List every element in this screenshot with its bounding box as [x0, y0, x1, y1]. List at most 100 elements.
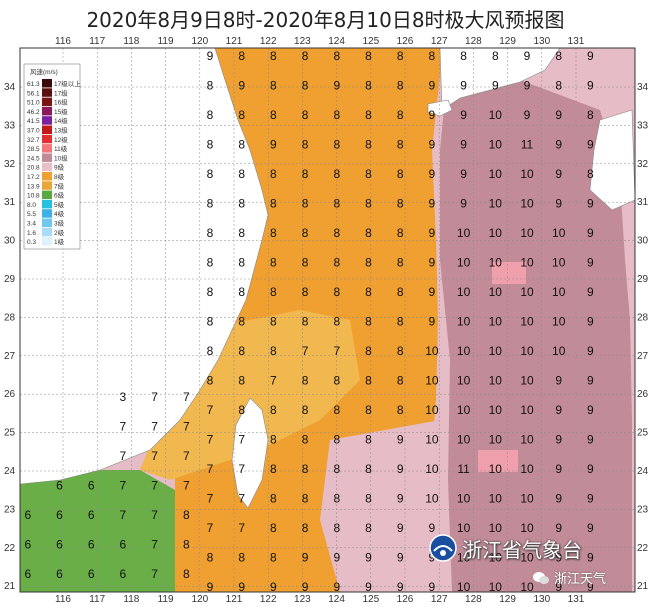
- wind-value: 8: [302, 108, 309, 122]
- brand-name: 浙江省气象台: [462, 537, 582, 562]
- wind-zone-7: [140, 310, 360, 480]
- wind-value: 10: [457, 256, 471, 270]
- latitude-tick-left: 31: [4, 197, 16, 208]
- wind-value: 8: [333, 138, 340, 152]
- wind-value: 6: [56, 479, 63, 493]
- wind-value: 3: [120, 390, 127, 404]
- wind-value: 9: [429, 256, 436, 270]
- wind-value: 8: [365, 49, 372, 63]
- legend-swatch: [42, 199, 52, 209]
- wind-value: 7: [120, 479, 127, 493]
- wind-value: 6: [24, 508, 31, 522]
- legend-swatch: [42, 106, 52, 116]
- legend-level: 1级: [54, 237, 65, 246]
- longitude-tick-top: 117: [89, 36, 105, 47]
- wind-value: 8: [397, 285, 404, 299]
- wind-value: 9: [587, 462, 594, 476]
- legend-swatch: [42, 134, 52, 144]
- wind-value: 11: [521, 138, 534, 152]
- wind-value: 10: [489, 226, 503, 240]
- wind-value: 6: [120, 538, 127, 552]
- longitude-tick-bottom: 129: [499, 594, 516, 605]
- longitude-tick-bottom: 127: [431, 594, 448, 605]
- wind-value: 9: [270, 580, 277, 594]
- legend-value: 51.0: [27, 100, 40, 107]
- legend-title: 风速(m/s): [30, 68, 58, 76]
- wind-value: 8: [302, 285, 309, 299]
- wind-value: 7: [183, 479, 190, 493]
- latitude-ticks: 34 34 33 33 32 32 31 31 30 30 29 29 28 28 27 27 26 26 25 25…: [4, 82, 649, 592]
- wind-value: 10: [457, 226, 471, 240]
- legend-level: 13级: [54, 126, 68, 135]
- wind-value: 6: [56, 508, 63, 522]
- wind-value: 8: [397, 197, 404, 211]
- wind-value: 8: [333, 167, 340, 181]
- wind-value: 8: [238, 374, 245, 388]
- wind-value: 7: [302, 344, 309, 358]
- longitude-tick-bottom: 120: [191, 594, 208, 605]
- longitude-tick-bottom: 128: [465, 594, 482, 605]
- wind-value: 8: [183, 508, 190, 522]
- longitude-tick-bottom: 125: [362, 594, 379, 605]
- legend-level: 10级: [54, 153, 68, 162]
- wind-value: 9: [555, 462, 562, 476]
- longitude-tick-top: 128: [465, 36, 482, 47]
- wind-value: 10: [520, 521, 534, 535]
- wind-value: 8: [365, 197, 372, 211]
- wind-value: 9: [238, 580, 245, 594]
- wind-value: 8: [238, 315, 245, 329]
- wind-value: 10: [425, 462, 439, 476]
- latitude-tick-right: 30: [637, 236, 649, 247]
- wind-value: 8: [270, 551, 277, 565]
- latitude-tick-right: 24: [637, 466, 649, 477]
- latitude-tick-left: 27: [4, 351, 16, 362]
- wind-value: 6: [120, 567, 127, 581]
- wind-value: 10: [457, 551, 471, 565]
- wind-value: 8: [302, 462, 309, 476]
- latitude-tick-left: 24: [4, 466, 16, 477]
- legend-level: 3级: [54, 219, 65, 228]
- wind-value: 10: [520, 433, 534, 447]
- wind-value: 9: [587, 315, 594, 329]
- wind-value: 8: [365, 403, 372, 417]
- longitude-ticks: 1161161171171181181191191201201211211221…: [55, 36, 585, 605]
- wind-value: 10: [489, 403, 503, 417]
- wind-value: 10: [489, 462, 503, 476]
- longitude-tick-bottom: 126: [397, 594, 414, 605]
- wind-value: 8: [302, 403, 309, 417]
- wind-value: 8: [270, 226, 277, 240]
- longitude-tick-top: 122: [260, 36, 277, 47]
- wind-value: 6: [24, 538, 31, 552]
- legend-value: 24.5: [27, 155, 40, 162]
- wind-value: 10: [520, 344, 534, 358]
- legend-swatch: [42, 88, 52, 97]
- wind-value: 6: [56, 538, 63, 552]
- wind-value: 9: [429, 197, 436, 211]
- wind-value: 10: [425, 492, 439, 506]
- latitude-tick-left: 21: [4, 581, 16, 592]
- wind-value: 9: [333, 551, 340, 565]
- wind-value: 9: [460, 167, 467, 181]
- wind-value: 8: [365, 226, 372, 240]
- wind-value: 8: [333, 374, 340, 388]
- legend-level: 15级: [54, 107, 68, 116]
- wind-value: 8: [207, 108, 214, 122]
- wind-value: 9: [587, 256, 594, 270]
- wind-value: 9: [397, 580, 404, 594]
- wind-value: 8: [238, 285, 245, 299]
- wind-value: 10: [520, 374, 534, 388]
- legend-value: 8.0: [27, 202, 36, 209]
- legend-level: 12级: [54, 135, 68, 144]
- legend-value: 10.8: [27, 193, 40, 200]
- longitude-tick-top: 123: [294, 36, 311, 47]
- wind-value: 7: [238, 521, 245, 535]
- legend-swatch: [42, 227, 52, 237]
- latitude-tick-left: 29: [4, 274, 16, 285]
- graticule: [20, 48, 635, 592]
- latitude-tick-left: 33: [4, 120, 16, 131]
- wind-value: 8: [365, 344, 372, 358]
- wind-value: 8: [183, 538, 190, 552]
- kyushu-land: [589, 109, 636, 211]
- wind-value: 8: [238, 167, 245, 181]
- longitude-tick-bottom: 130: [533, 594, 550, 605]
